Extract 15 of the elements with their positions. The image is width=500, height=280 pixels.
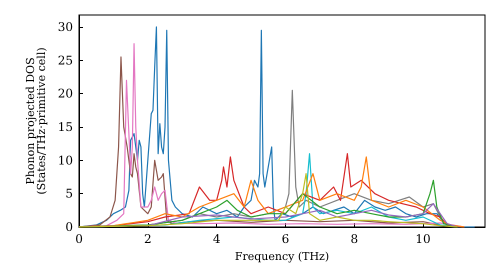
x-tick-label: 4 — [212, 232, 221, 246]
y-tick-label: 20 — [58, 86, 73, 101]
x-tick-label: 6 — [282, 232, 290, 246]
y-tick-label: 30 — [58, 20, 73, 34]
x-tick-label: 2 — [144, 232, 152, 246]
y-tick-label: 25 — [58, 53, 73, 68]
x-tick-label: 0 — [75, 232, 83, 246]
y-axis-title: Phonon projected DOS (States/THz·primitive cell) — [24, 47, 48, 195]
y-tick-label: 0 — [65, 220, 73, 234]
y-tick-label: 15 — [58, 120, 73, 134]
x-tick-label: 10 — [415, 232, 431, 246]
y-tick-label: 10 — [58, 153, 73, 168]
x-tick-label: 8 — [350, 232, 358, 246]
x-axis-title: Frequency (THz) — [234, 250, 330, 263]
y-tick-label: 5 — [65, 186, 73, 201]
